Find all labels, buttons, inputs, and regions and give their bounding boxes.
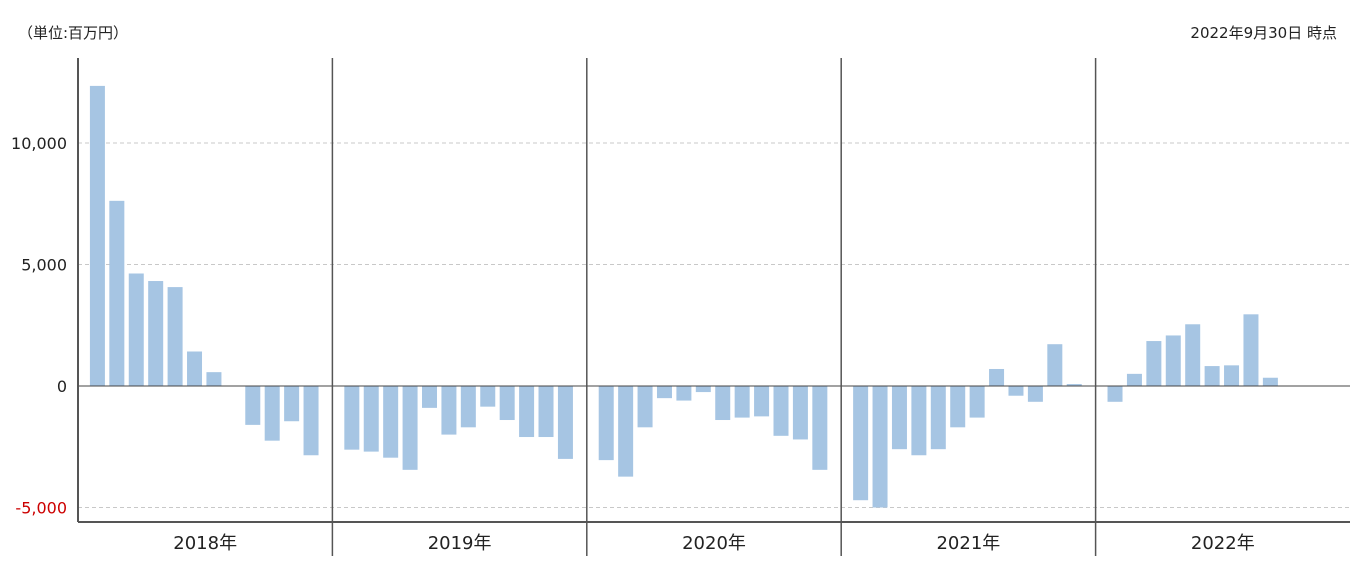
bar xyxy=(167,287,183,386)
bar xyxy=(618,386,634,477)
year-label: 2022年 xyxy=(1191,533,1255,554)
labels: 10,000 5,000 0 -5,000 2018年 2019年 2020年 2021年 20… xyxy=(11,134,1255,554)
bar xyxy=(187,351,203,386)
bar xyxy=(1027,386,1043,402)
bar xyxy=(363,386,379,452)
bar xyxy=(853,386,869,501)
bar xyxy=(421,386,437,408)
bar xyxy=(1126,373,1142,386)
year-label: 2019年 xyxy=(428,533,492,554)
y-tick-label: -5,000 xyxy=(15,499,67,518)
bar xyxy=(264,386,280,441)
bar xyxy=(1047,344,1063,386)
bar xyxy=(480,386,496,407)
bar xyxy=(715,386,731,421)
bar xyxy=(1204,366,1220,386)
bar xyxy=(402,386,418,470)
bar xyxy=(812,386,828,470)
bar xyxy=(245,386,261,425)
bar xyxy=(383,386,399,458)
bar xyxy=(1224,365,1240,386)
bar xyxy=(519,386,535,438)
bar xyxy=(773,386,789,436)
bar xyxy=(499,386,515,421)
bar xyxy=(754,386,770,417)
bar xyxy=(637,386,653,428)
as-of-date-label: 2022年9月30日 時点 xyxy=(1190,24,1337,42)
bar xyxy=(148,281,164,386)
bars xyxy=(89,85,1278,508)
year-label: 2020年 xyxy=(682,533,746,554)
bar xyxy=(557,386,573,459)
bar xyxy=(1146,341,1162,386)
axes xyxy=(77,58,1350,556)
bar xyxy=(538,386,554,438)
bar xyxy=(598,386,614,461)
bar xyxy=(911,386,927,456)
bar xyxy=(1165,335,1181,386)
bar xyxy=(676,386,692,401)
bar xyxy=(695,386,711,393)
bar xyxy=(1262,377,1278,386)
bar xyxy=(930,386,946,450)
bar xyxy=(989,368,1005,386)
bar xyxy=(89,85,105,387)
bar xyxy=(792,386,808,440)
bar xyxy=(872,386,888,508)
bar xyxy=(441,386,457,435)
bar xyxy=(109,200,125,386)
bar xyxy=(206,372,222,386)
bar xyxy=(969,386,985,418)
year-label: 2018年 xyxy=(173,533,237,554)
bar xyxy=(344,386,360,450)
bar xyxy=(891,386,907,450)
bar xyxy=(1185,324,1201,386)
bar xyxy=(303,386,319,456)
y-tick-label: 0 xyxy=(57,377,67,396)
unit-label: （単位:百万円） xyxy=(18,24,129,42)
bar xyxy=(128,273,144,386)
bar xyxy=(284,386,300,422)
bar xyxy=(1243,314,1259,386)
bar xyxy=(1066,384,1082,386)
bar xyxy=(950,386,966,428)
year-label: 2021年 xyxy=(936,533,1000,554)
y-tick-label: 5,000 xyxy=(21,256,67,275)
grid-lines xyxy=(78,142,1350,508)
bar xyxy=(656,386,672,399)
bar xyxy=(734,386,750,418)
y-tick-label: 10,000 xyxy=(11,134,67,153)
bar xyxy=(460,386,476,428)
bar xyxy=(1008,386,1024,396)
bar xyxy=(1107,386,1123,402)
